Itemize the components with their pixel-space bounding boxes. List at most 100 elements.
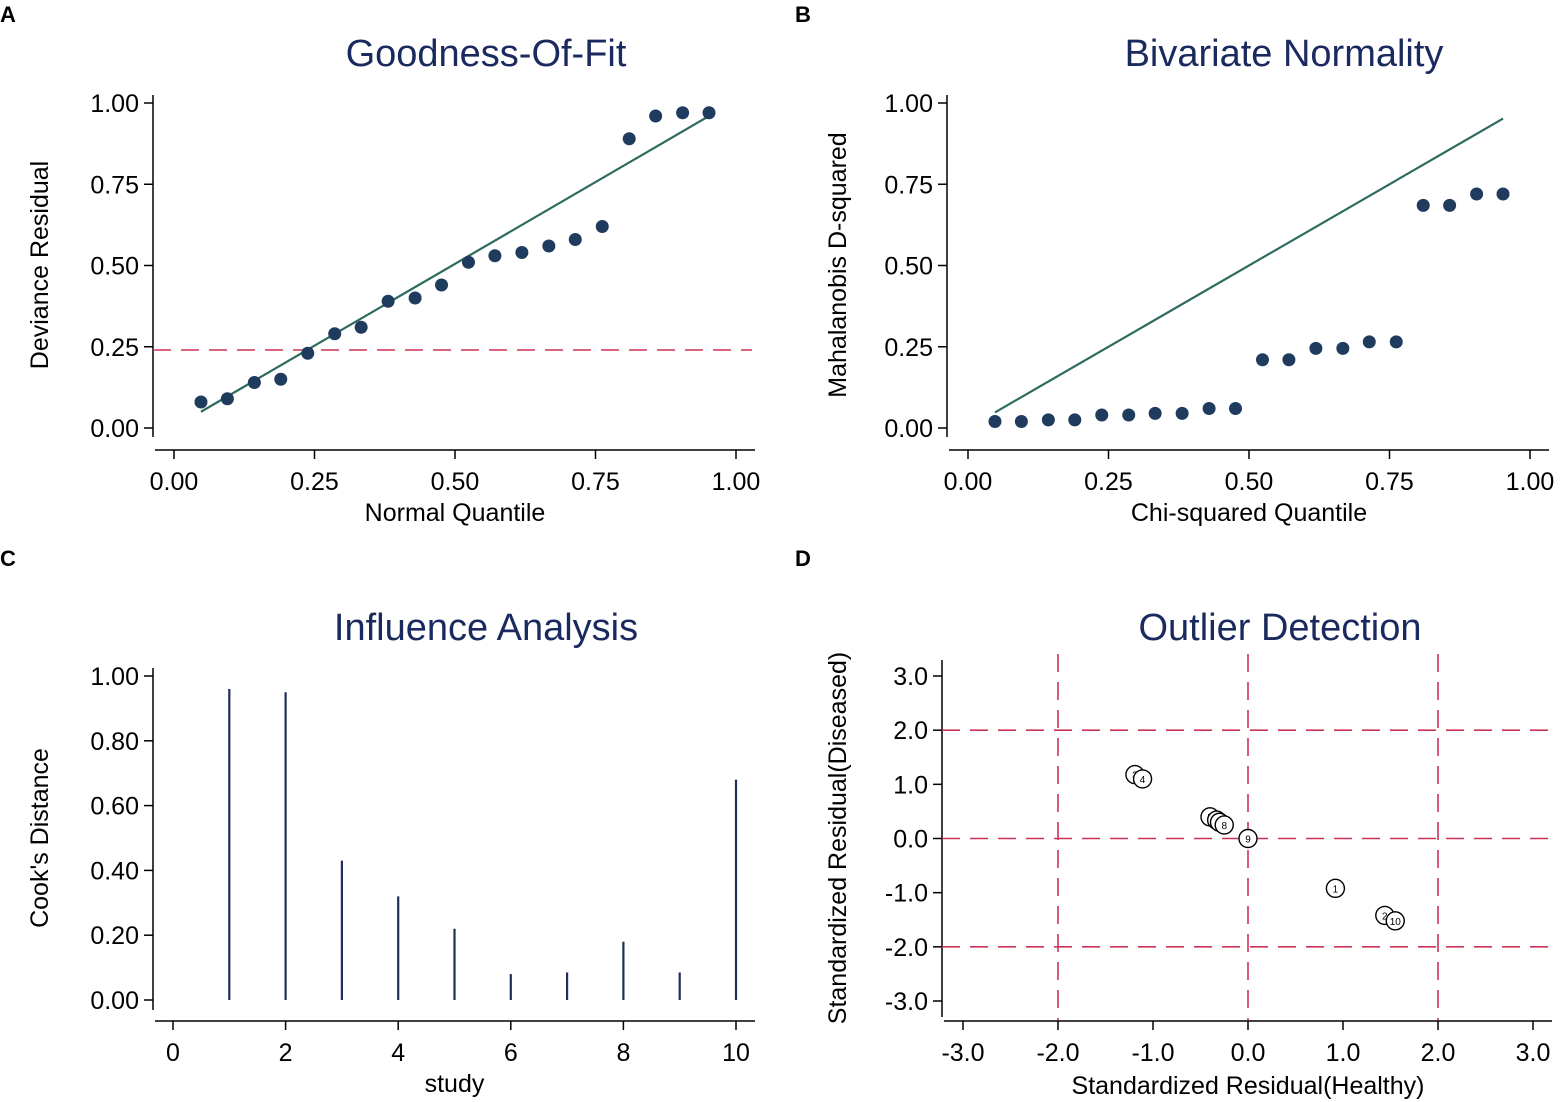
outlier-point-label: 8 (1221, 821, 1227, 832)
chart-title: Bivariate Normality (1125, 33, 1444, 75)
y-tick-label: -1.0 (885, 880, 928, 908)
x-axis-title: Chi-squared Quantile (1131, 499, 1367, 527)
outlier-point-label: 9 (1245, 835, 1251, 846)
data-point (488, 249, 502, 263)
data-point (1496, 187, 1510, 201)
chart-title: Goodness-Of-Fit (346, 33, 627, 75)
y-axis-title: Standardized Residual(Diseased) (824, 652, 852, 1024)
x-axis-title: study (425, 1070, 485, 1098)
x-tick-label: 2.0 (1421, 1039, 1456, 1067)
fit-line (200, 115, 710, 413)
fit-line (994, 117, 1504, 414)
data-point (595, 220, 609, 233)
x-tick-label: 0.00 (150, 468, 199, 496)
y-tick-label: 0.20 (90, 922, 139, 950)
outlier-point-label: 4 (1140, 775, 1146, 786)
data-point (1470, 187, 1484, 201)
outlier-point-label: 2 (1382, 911, 1388, 922)
data-point (354, 320, 368, 334)
outlier-point (1238, 828, 1258, 849)
y-tick-label: 0.25 (884, 334, 933, 362)
y-tick-label: 0.0 (893, 826, 928, 854)
data-point (515, 246, 529, 259)
data-point (1068, 413, 1082, 427)
data-point (1229, 402, 1243, 415)
data-point (1416, 198, 1430, 212)
x-tick-label: 0.00 (944, 468, 993, 496)
data-point (408, 291, 422, 305)
x-axis-title: Normal Quantile (365, 499, 546, 527)
chart-title: Outlier Detection (1138, 607, 1421, 649)
chart-title: Influence Analysis (334, 607, 638, 649)
y-tick-label: 1.00 (884, 90, 933, 118)
y-tick-label: -2.0 (885, 934, 928, 962)
data-point (301, 346, 315, 360)
x-tick-label: 1.00 (712, 468, 761, 496)
data-point (1255, 353, 1269, 367)
outlier-point-label: 10 (1390, 917, 1402, 928)
data-point (1175, 406, 1189, 420)
x-tick-label: 2 (279, 1039, 293, 1067)
x-tick-label: 0.25 (290, 468, 339, 496)
data-point (220, 392, 234, 406)
data-point (1389, 335, 1403, 349)
y-tick-label: 0.00 (90, 415, 139, 443)
y-axis-title: Mahalanobis D-squared (824, 132, 852, 397)
data-point (1122, 408, 1136, 422)
x-tick-label: 1.0 (1326, 1039, 1361, 1067)
x-tick-label: 0.50 (431, 468, 480, 496)
y-tick-label: 0.75 (884, 171, 933, 199)
data-point (194, 395, 208, 409)
data-point (988, 415, 1002, 428)
x-tick-label: 0.50 (1225, 468, 1274, 496)
x-tick-label: 1.00 (1506, 468, 1555, 496)
panel-b: B Bivariate Normality 0.00 0.25 0.50 0.75 1.00… (795, 2, 1554, 527)
data-point (1014, 415, 1028, 428)
y-tick-label: 1.00 (90, 90, 139, 118)
y-tick-label: 0.60 (90, 793, 139, 821)
y-tick-label: 2.0 (893, 717, 928, 745)
y-axis-title: Cook's Distance (26, 748, 54, 928)
outlier-point (1214, 815, 1234, 835)
data-point (435, 278, 449, 292)
x-tick-label: -1.0 (1131, 1039, 1174, 1067)
y-tick-label: 0.40 (90, 857, 139, 885)
outlier-point (1385, 911, 1405, 931)
data-point (1362, 335, 1376, 349)
data-point (274, 372, 288, 386)
x-axis-title: Standardized Residual(Healthy) (1072, 1072, 1425, 1100)
data-point (1309, 341, 1323, 355)
outlier-point-label: 1 (1333, 884, 1339, 895)
data-point (381, 294, 395, 308)
data-point (702, 106, 716, 120)
data-point (568, 233, 582, 246)
y-tick-label: 1.0 (893, 771, 928, 799)
x-tick-label: -3.0 (941, 1039, 984, 1067)
panel-c: C Influence Analysis 0.00 0.20 0.40 0.60 0.80 1… (0, 546, 755, 1098)
x-tick-label: 0.0 (1231, 1039, 1266, 1067)
outlier-point (1325, 878, 1346, 899)
panel-letter: D (795, 546, 811, 571)
data-point (649, 109, 663, 123)
data-point (1443, 198, 1457, 212)
data-point (461, 255, 475, 269)
y-tick-label: 0.75 (90, 171, 139, 199)
panel-letter: A (0, 2, 16, 27)
y-tick-label: 1.00 (90, 663, 139, 691)
y-tick-label: 0.00 (884, 415, 933, 443)
data-point (1202, 402, 1216, 415)
x-tick-label: 0 (166, 1039, 180, 1067)
data-point (1336, 341, 1350, 355)
x-tick-label: 0.75 (1365, 468, 1414, 496)
panel-a: A Goodness-Of-Fit 0.00 0.25 0.50 0.75 1.00 0.00… (0, 2, 760, 527)
data-point (247, 376, 261, 389)
data-point (1148, 406, 1162, 420)
y-axis-title: Deviance Residual (26, 161, 54, 369)
x-tick-label: 0.25 (1084, 468, 1133, 496)
data-point (1282, 353, 1296, 367)
x-tick-label: -2.0 (1036, 1039, 1079, 1067)
y-tick-label: 0.50 (90, 253, 139, 281)
y-tick-label: 0.00 (90, 987, 139, 1015)
data-point (542, 239, 556, 253)
